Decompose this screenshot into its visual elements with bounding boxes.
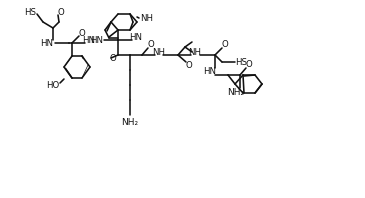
Text: O: O <box>246 60 252 69</box>
Text: HN: HN <box>204 67 216 75</box>
Text: HN: HN <box>82 35 96 45</box>
Text: O: O <box>147 39 154 49</box>
Text: NH₂: NH₂ <box>122 117 139 127</box>
Text: O: O <box>110 53 116 63</box>
Text: HN: HN <box>91 35 104 45</box>
Text: O: O <box>186 61 192 69</box>
Text: NH: NH <box>140 13 153 23</box>
Text: HO: HO <box>46 81 59 89</box>
Text: HN: HN <box>130 32 142 42</box>
Text: O: O <box>78 29 85 37</box>
Text: O: O <box>58 8 64 16</box>
Text: NH: NH <box>188 48 201 56</box>
Text: NH: NH <box>153 48 165 56</box>
Text: HN: HN <box>41 38 54 48</box>
Text: HS: HS <box>235 57 247 67</box>
Text: NH₂: NH₂ <box>227 88 245 96</box>
Text: HS: HS <box>24 8 36 16</box>
Text: O: O <box>222 39 228 49</box>
